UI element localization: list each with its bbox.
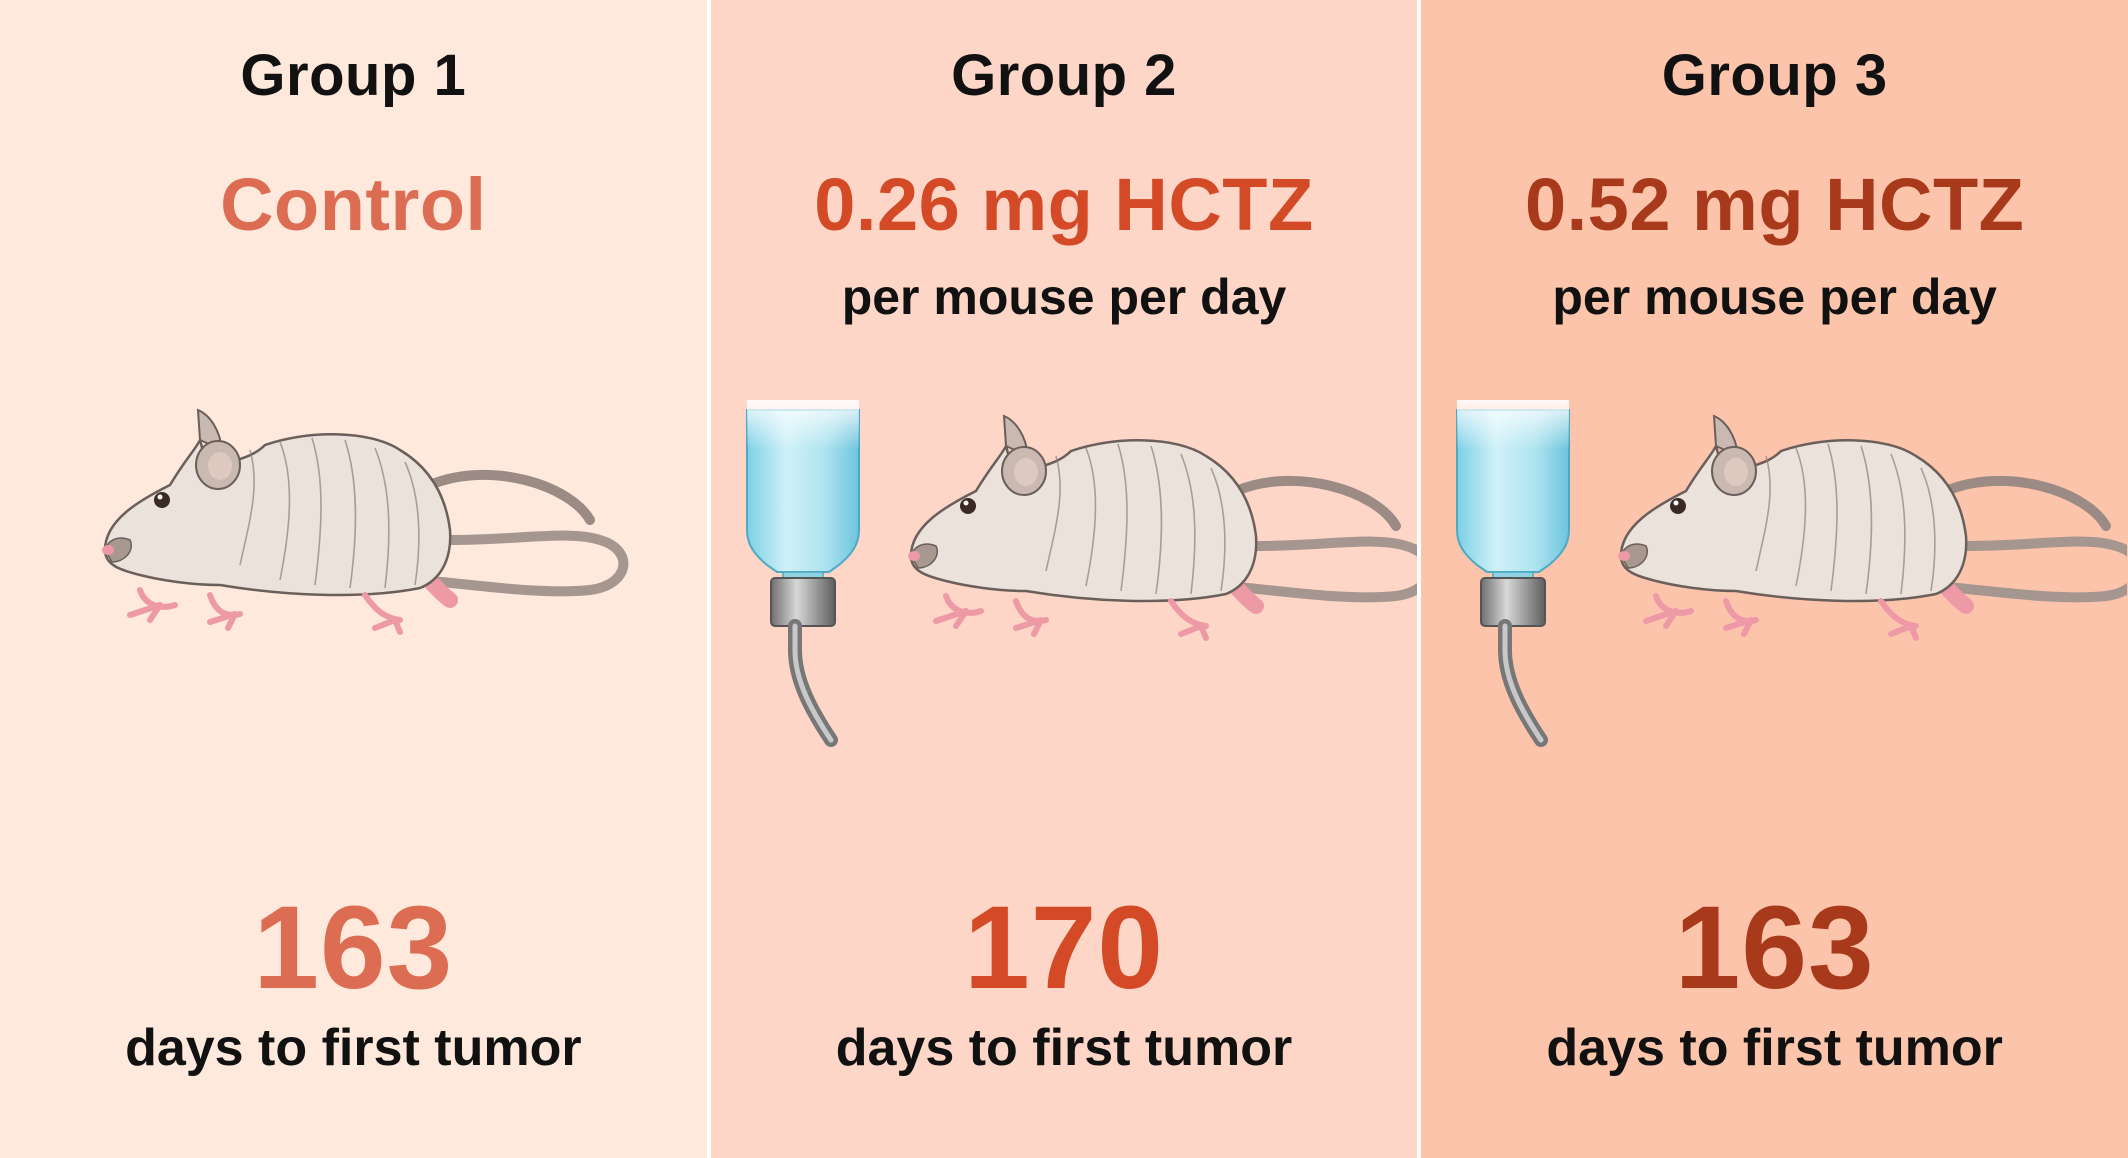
treatment-label: 0.52 mg HCTZ bbox=[1524, 163, 2025, 246]
treatment-label: Control bbox=[220, 163, 487, 246]
group-title: Group 1 bbox=[240, 43, 467, 108]
mouse-illustration bbox=[745, 400, 1417, 747]
treatment-label: 0.26 mg HCTZ bbox=[814, 163, 1314, 246]
panel-group-2: Group 2 0.26 mg HCTZ per mouse per day bbox=[710, 0, 1418, 1158]
panel-group-3: Group 3 0.52 mg HCTZ per mouse per day bbox=[1421, 0, 2128, 1158]
mouse-icon bbox=[102, 408, 629, 635]
mouse-icon bbox=[1618, 414, 2128, 641]
days-to-tumor-value: 170 bbox=[964, 882, 1164, 1014]
days-to-tumor-value: 163 bbox=[253, 882, 454, 1014]
dose-unit-label: per mouse per day bbox=[841, 269, 1287, 325]
water-bottle-icon bbox=[745, 400, 860, 747]
dose-unit-label: per mouse per day bbox=[1552, 269, 1997, 325]
group-title: Group 2 bbox=[951, 43, 1177, 108]
days-to-tumor-label: days to first tumor bbox=[1546, 1019, 2003, 1077]
water-bottle-icon bbox=[1456, 400, 1571, 747]
days-to-tumor-value: 163 bbox=[1674, 882, 1875, 1014]
panel-group-1: Group 1 Control 163 days to first tumor bbox=[0, 0, 707, 1158]
days-to-tumor-label: days to first tumor bbox=[835, 1019, 1293, 1077]
group-title: Group 3 bbox=[1661, 43, 1888, 108]
days-to-tumor-label: days to first tumor bbox=[125, 1019, 582, 1077]
mouse-icon bbox=[907, 414, 1417, 641]
mouse-illustration bbox=[102, 408, 629, 635]
mouse-illustration bbox=[1456, 400, 2128, 747]
